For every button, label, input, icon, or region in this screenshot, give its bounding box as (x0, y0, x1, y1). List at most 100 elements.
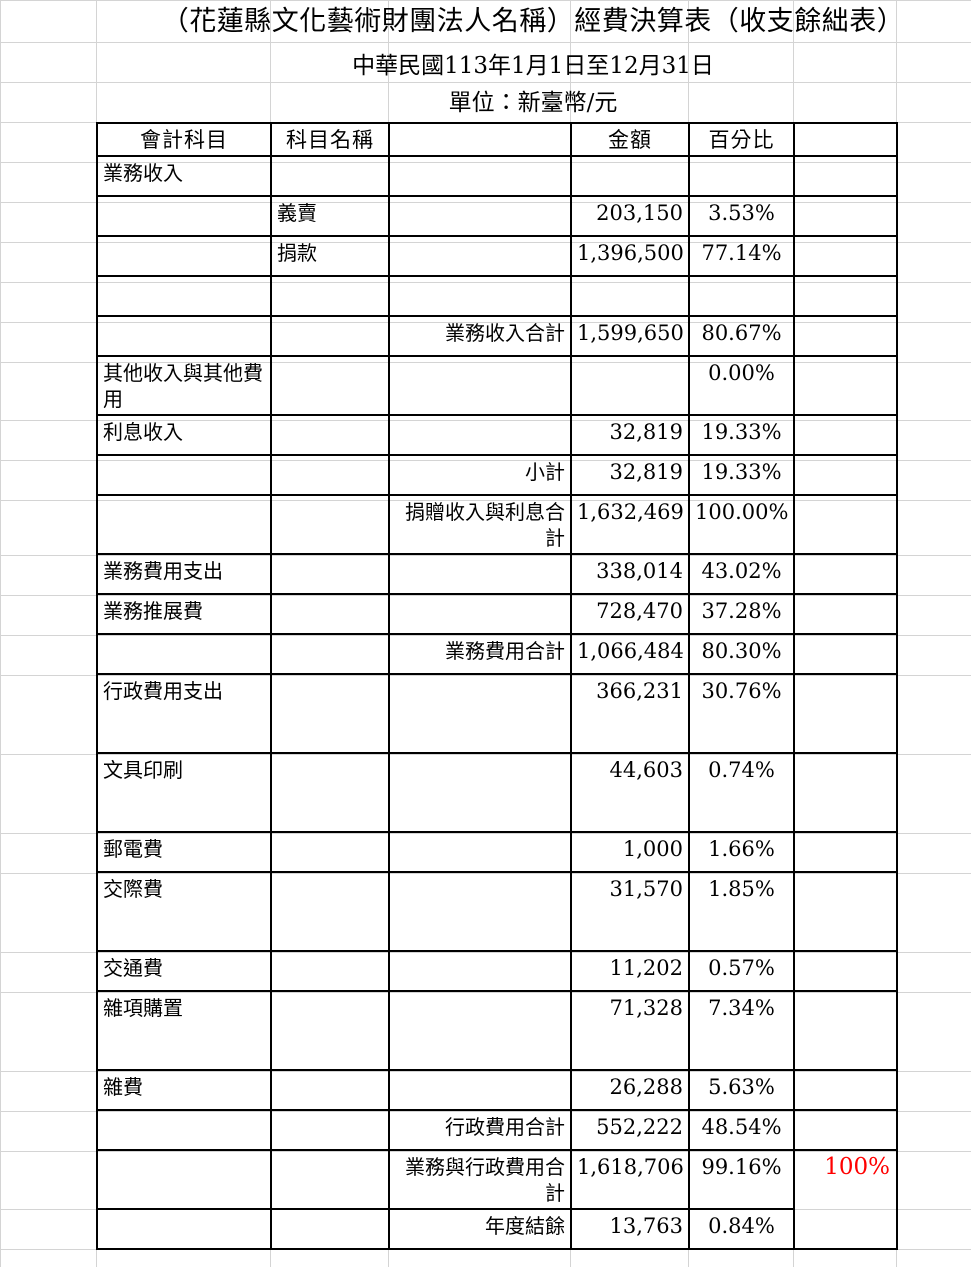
cell-name-text (273, 1112, 387, 1116)
cell-amount: 44,603 (570, 752, 690, 833)
cell-amount-text: 338,014 (596, 559, 683, 583)
cell-subject-text (99, 278, 269, 282)
cell-amount: 13,763 (570, 1208, 690, 1250)
cell-percent: 43.02% (688, 553, 795, 595)
cell-detail (388, 195, 572, 237)
cell-detail-text (391, 596, 569, 600)
cell-detail-text (391, 278, 569, 282)
cell-amount (570, 355, 690, 416)
cell-subject-text: 交際費 (103, 877, 163, 901)
cell-name-text (273, 953, 387, 957)
cell-detail-text: 業務與行政費用合計 (405, 1155, 565, 1205)
cell-detail: 業務收入合計 (388, 315, 572, 357)
cell-detail-text: 捐贈收入與利息合計 (405, 500, 565, 550)
table-row: 業務與行政費用合計 1,618,706 99.16% 100% (96, 1149, 898, 1250)
header-label-extra (796, 125, 895, 129)
cell-extra (793, 494, 898, 555)
cell-detail (388, 275, 572, 317)
cell-detail-text (391, 676, 569, 680)
cell-subject-text (99, 198, 269, 202)
cell-extra (793, 1109, 898, 1151)
cell-subject (96, 235, 272, 277)
cell-extra (793, 355, 898, 416)
cell-extra (793, 752, 898, 833)
cell-amount: 31,570 (570, 871, 690, 952)
cell-percent: 99.16% (688, 1149, 795, 1210)
cell-subject (96, 1149, 272, 1210)
cell-percent: 3.53% (688, 195, 795, 237)
sheet-row-gridline (0, 1249, 971, 1250)
cell-detail-text (391, 417, 569, 421)
cell-percent-text: 80.67% (701, 321, 782, 345)
cell-subject: 郵電費 (96, 831, 272, 873)
cell-name-text (273, 636, 387, 640)
cell-percent: 80.67% (688, 315, 795, 357)
sheet-column-gridline (0, 0, 1, 1267)
cell-name-text (273, 596, 387, 600)
table-row: 業務費用支出 338,014 43.02% (96, 553, 898, 595)
cell-amount-text: 1,000 (622, 837, 683, 861)
cell-name-text (273, 158, 387, 162)
cell-amount-text: 1,632,469 (577, 500, 684, 524)
cell-detail-text: 業務費用合計 (445, 639, 565, 663)
cell-extra (793, 315, 898, 357)
cell-extra-text (796, 834, 895, 838)
cell-extra-text (796, 874, 895, 878)
cell-amount: 32,819 (570, 414, 690, 456)
cell-subject-text (99, 497, 269, 501)
cell-extra (793, 593, 898, 635)
cell-amount-text: 44,603 (609, 758, 683, 782)
cell-extra (793, 990, 898, 1071)
cell-name (270, 1109, 390, 1151)
cell-percent-text: 1.66% (708, 837, 775, 861)
cell-name (270, 494, 390, 555)
cell-subject: 交際費 (96, 871, 272, 952)
cell-subject: 交通費 (96, 950, 272, 992)
table-row: 義賣 203,150 3.53% (96, 195, 898, 237)
cell-percent-text: 99.16% (701, 1155, 782, 1179)
cell-extra-text (796, 497, 895, 501)
header-label-amount: 金額 (608, 128, 652, 152)
cell-percent-text: 43.02% (701, 559, 782, 583)
cell-extra (793, 633, 898, 675)
cell-percent-text: 77.14% (701, 241, 782, 265)
cell-subject-text: 利息收入 (103, 420, 183, 444)
cell-name: 捐款 (270, 235, 390, 277)
cell-detail-text (391, 358, 569, 362)
cell-subject-text (99, 636, 269, 640)
cell-extra-text (796, 953, 895, 957)
cell-amount-text: 1,396,500 (577, 241, 684, 265)
cell-extra (793, 235, 898, 277)
cell-detail (388, 155, 572, 197)
cell-subject-text: 業務收入 (103, 161, 183, 185)
cell-subject-text (99, 318, 269, 322)
cell-percent: 0.74% (688, 752, 795, 833)
cell-name (270, 315, 390, 357)
cell-extra-text (796, 358, 895, 362)
cell-detail-text: 年度結餘 (485, 1214, 565, 1238)
table-row: 文具印刷 44,603 0.74% (96, 752, 898, 833)
cell-amount: 1,396,500 (570, 235, 690, 277)
cell-extra (793, 155, 898, 197)
cell-percent-text: 48.54% (701, 1115, 782, 1139)
cell-subject-text: 業務費用支出 (103, 559, 223, 583)
cell-amount-text: 728,470 (596, 599, 683, 623)
cell-percent-text: 1.85% (708, 877, 775, 901)
table-row: 雜費 26,288 5.63% (96, 1069, 898, 1111)
cell-detail (388, 355, 572, 416)
cell-name-text (273, 1072, 387, 1076)
cell-name (270, 414, 390, 456)
cell-detail (388, 831, 572, 873)
cell-detail: 捐贈收入與利息合計 (388, 494, 572, 555)
cell-subject-text (99, 1211, 269, 1215)
cell-amount-text: 1,618,706 (577, 1155, 684, 1179)
cell-extra-text (796, 278, 895, 282)
cell-subject (96, 315, 272, 357)
cell-name-text (273, 417, 387, 421)
cell-subject-text (99, 457, 269, 461)
cell-subject: 文具印刷 (96, 752, 272, 833)
cell-percent-text (691, 158, 792, 162)
cell-percent: 19.33% (688, 454, 795, 496)
cell-name-text (273, 676, 387, 680)
cell-detail: 小計 (388, 454, 572, 496)
